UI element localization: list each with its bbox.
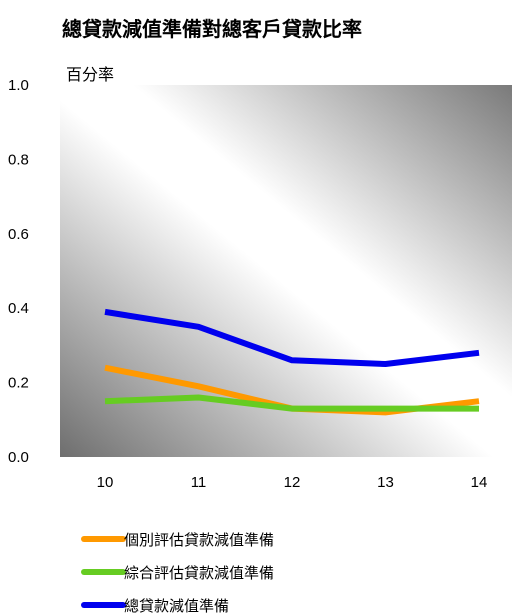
y-tick-label: 0.0 (8, 449, 29, 466)
y-tick-label: 0.6 (8, 226, 29, 243)
series-line (104, 308, 480, 367)
x-tick-label: 14 (471, 474, 488, 491)
y-tick-label: 0.4 (8, 300, 29, 317)
x-axis-ticks: 10 11 12 13 14 (97, 474, 488, 491)
x-tick-label: 10 (97, 474, 114, 491)
x-tick-label: 12 (284, 474, 301, 491)
x-tick-label: 11 (191, 474, 207, 491)
y-tick-label: 0.8 (8, 151, 29, 168)
series-line (104, 394, 479, 412)
legend-label: 總貸款減值準備 (124, 597, 229, 613)
y-tick-label: 0.2 (8, 375, 29, 392)
plot-area (60, 85, 512, 457)
x-tick-label: 13 (377, 474, 394, 491)
y-axis-unit-label: 百分率 (66, 65, 114, 84)
chart-title: 總貸款減值準備對總客戶貸款比率 (62, 17, 362, 41)
series-lines (104, 308, 480, 416)
y-axis-ticks: 0.0 0.2 0.4 0.6 0.8 1.0 (8, 77, 29, 466)
y-tick-label: 1.0 (8, 77, 29, 94)
legend-label: 綜合評估貸款減值準備 (124, 564, 274, 582)
legend-label: 個別評估貸款減值準備 (124, 531, 274, 549)
